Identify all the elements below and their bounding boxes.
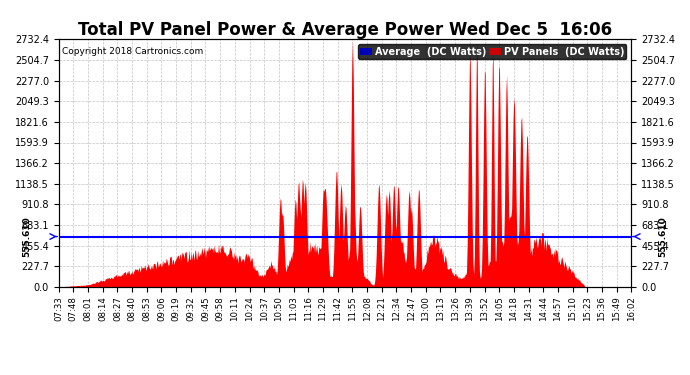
Legend: Average  (DC Watts), PV Panels  (DC Watts): Average (DC Watts), PV Panels (DC Watts) <box>357 44 627 59</box>
Text: Copyright 2018 Cartronics.com: Copyright 2018 Cartronics.com <box>61 47 203 56</box>
Text: 555.610: 555.610 <box>23 216 32 257</box>
Title: Total PV Panel Power & Average Power Wed Dec 5  16:06: Total PV Panel Power & Average Power Wed… <box>78 21 612 39</box>
Text: 555.610: 555.610 <box>658 216 667 257</box>
